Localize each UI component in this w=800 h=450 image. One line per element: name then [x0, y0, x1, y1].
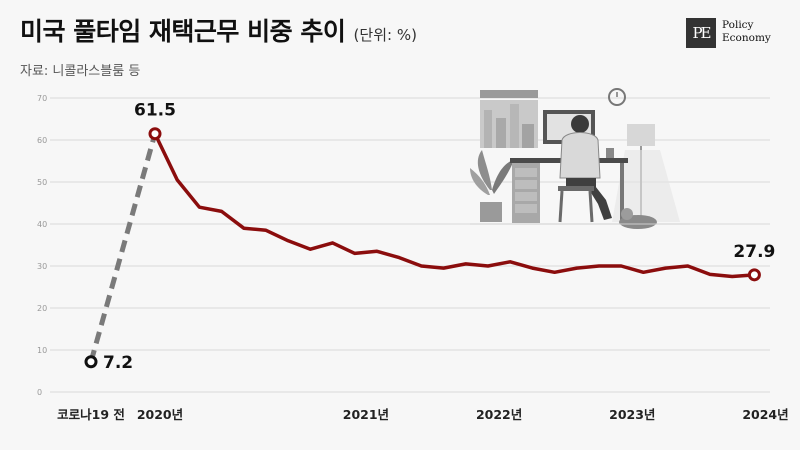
chart-marks: 61.5 27.9 7.2 — [84, 101, 775, 373]
pre-covid-point — [84, 355, 98, 369]
building-3 — [510, 104, 519, 148]
chair-seat — [558, 186, 594, 191]
plant-leaf-3 — [470, 168, 490, 195]
building-4 — [522, 124, 534, 148]
person-head — [571, 115, 589, 133]
x-tick-label: 2024년 — [742, 407, 788, 422]
lamp-shade — [627, 124, 655, 146]
data-label-pre-covid: 7.2 — [103, 353, 133, 373]
title-text: 미국 풀타임 재택근무 비중 추이 — [20, 17, 346, 46]
y-tick-label: 0 — [37, 388, 42, 397]
source-note: 자료: 니콜라스블룸 등 — [20, 64, 141, 79]
unit-label: (단위: %) — [353, 26, 417, 44]
plant-pot — [480, 202, 502, 222]
person-body — [559, 132, 601, 179]
grid: 0 10 20 30 40 50 60 70 코로나19 전 2020년 2021년 2022년 202… — [37, 94, 789, 422]
desk-leg — [620, 163, 624, 223]
logo-mark: PE — [686, 18, 716, 48]
y-tick-label: 70 — [37, 94, 47, 103]
data-label-first: 61.5 — [134, 101, 176, 121]
data-label-last: 27.9 — [733, 242, 775, 262]
series-point-first — [148, 127, 162, 141]
x-tick-label: 2023년 — [609, 407, 655, 422]
x-tick-label: 2021년 — [343, 407, 389, 422]
person-leg — [588, 182, 612, 220]
x-tick-label: 코로나19 전 — [57, 407, 125, 422]
drawer-2 — [515, 180, 537, 189]
blinds-top — [480, 90, 538, 98]
plant-leaf-1 — [477, 150, 492, 190]
y-tick-label: 10 — [37, 346, 47, 355]
building-1 — [484, 110, 492, 148]
y-tick-label: 60 — [37, 136, 47, 145]
chair-leg-1 — [558, 190, 564, 223]
cat-head — [621, 208, 633, 220]
series-point-last — [747, 268, 761, 282]
y-tick-label: 20 — [37, 304, 47, 313]
y-tick-label: 30 — [37, 262, 47, 271]
pre-covid-connector — [88, 133, 158, 363]
lamp-light — [612, 150, 680, 222]
drawer-1 — [515, 168, 537, 177]
series-line — [153, 131, 757, 279]
clock-icon — [608, 88, 626, 106]
chair-leg-2 — [588, 190, 594, 223]
plant-leaf-2 — [492, 160, 514, 194]
remote-worker-illustration — [470, 88, 690, 229]
drawer-3 — [515, 192, 537, 201]
drawer-4 — [515, 204, 537, 213]
logo-text: Policy Economy — [722, 19, 771, 45]
x-tick-label: 2020년 — [137, 407, 183, 422]
logo-line-1: Policy — [722, 19, 754, 31]
logo-line-2: Economy — [722, 32, 771, 44]
building-2 — [496, 118, 506, 148]
x-tick-label: 2022년 — [476, 407, 522, 422]
y-tick-label: 40 — [37, 220, 47, 229]
y-tick-label: 50 — [37, 178, 47, 187]
person-legs — [566, 178, 596, 188]
mug-icon — [606, 148, 614, 158]
page-title: 미국 풀타임 재택근무 비중 추이 (단위: %) — [20, 12, 417, 48]
